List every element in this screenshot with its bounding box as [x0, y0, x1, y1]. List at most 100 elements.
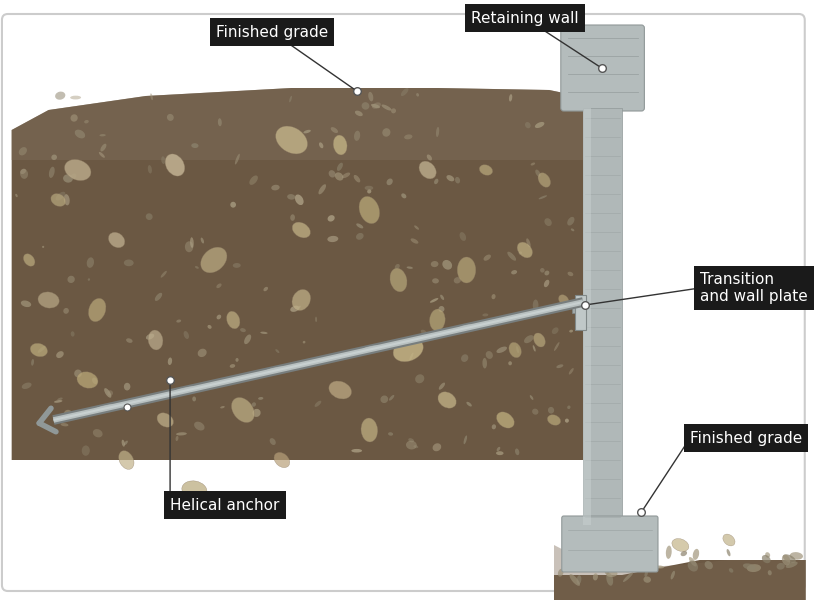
Ellipse shape	[566, 217, 574, 226]
Ellipse shape	[233, 263, 240, 268]
Ellipse shape	[491, 424, 495, 430]
Ellipse shape	[192, 397, 195, 401]
Ellipse shape	[507, 251, 516, 261]
Ellipse shape	[434, 179, 438, 184]
Ellipse shape	[176, 436, 178, 441]
Ellipse shape	[742, 563, 755, 570]
Ellipse shape	[569, 330, 572, 332]
Ellipse shape	[407, 438, 413, 442]
Ellipse shape	[303, 130, 310, 133]
Ellipse shape	[526, 238, 530, 247]
Ellipse shape	[354, 131, 359, 141]
Ellipse shape	[532, 299, 538, 311]
Ellipse shape	[404, 134, 412, 139]
Ellipse shape	[21, 301, 31, 307]
Ellipse shape	[231, 397, 254, 422]
Ellipse shape	[516, 346, 518, 353]
Ellipse shape	[767, 570, 771, 575]
Text: Retaining wall: Retaining wall	[470, 10, 578, 25]
Ellipse shape	[31, 359, 34, 365]
Polygon shape	[582, 108, 621, 525]
Ellipse shape	[234, 154, 239, 164]
Ellipse shape	[75, 370, 82, 377]
Ellipse shape	[670, 571, 674, 580]
Ellipse shape	[82, 445, 89, 456]
Ellipse shape	[342, 173, 349, 178]
Ellipse shape	[508, 361, 512, 365]
Ellipse shape	[380, 395, 388, 403]
Ellipse shape	[539, 268, 544, 272]
Ellipse shape	[60, 423, 69, 427]
Ellipse shape	[51, 155, 57, 160]
Ellipse shape	[235, 358, 238, 362]
Ellipse shape	[728, 568, 733, 572]
Ellipse shape	[271, 185, 279, 190]
Ellipse shape	[329, 381, 351, 399]
Ellipse shape	[671, 539, 688, 551]
Ellipse shape	[416, 93, 418, 97]
Ellipse shape	[553, 342, 559, 351]
Ellipse shape	[570, 229, 574, 231]
Ellipse shape	[371, 104, 379, 108]
Ellipse shape	[583, 561, 587, 566]
FancyBboxPatch shape	[561, 516, 657, 572]
Ellipse shape	[440, 295, 444, 300]
Ellipse shape	[49, 167, 55, 178]
Ellipse shape	[63, 308, 69, 314]
Ellipse shape	[123, 383, 130, 391]
Ellipse shape	[42, 246, 44, 248]
Ellipse shape	[556, 364, 563, 368]
Ellipse shape	[466, 402, 471, 407]
Ellipse shape	[150, 94, 152, 100]
Ellipse shape	[622, 561, 628, 569]
Ellipse shape	[491, 294, 495, 299]
Ellipse shape	[150, 394, 154, 403]
Ellipse shape	[530, 163, 534, 166]
Ellipse shape	[290, 214, 295, 221]
Ellipse shape	[290, 305, 299, 312]
Ellipse shape	[55, 92, 65, 100]
FancyBboxPatch shape	[560, 25, 643, 111]
Ellipse shape	[514, 448, 518, 455]
Ellipse shape	[646, 553, 654, 559]
Ellipse shape	[126, 338, 132, 343]
Ellipse shape	[359, 196, 379, 224]
Ellipse shape	[764, 552, 769, 558]
Ellipse shape	[508, 343, 521, 358]
Text: Helical anchor: Helical anchor	[170, 497, 279, 512]
Ellipse shape	[253, 409, 260, 417]
Ellipse shape	[70, 331, 75, 337]
Ellipse shape	[388, 395, 394, 401]
Ellipse shape	[431, 261, 438, 267]
Ellipse shape	[511, 270, 517, 274]
Ellipse shape	[207, 325, 211, 329]
Ellipse shape	[595, 560, 604, 569]
Ellipse shape	[621, 552, 628, 560]
Ellipse shape	[781, 554, 789, 565]
Ellipse shape	[258, 365, 292, 376]
Ellipse shape	[537, 173, 550, 187]
Ellipse shape	[295, 194, 303, 205]
Ellipse shape	[364, 186, 373, 190]
Ellipse shape	[104, 388, 111, 398]
Ellipse shape	[442, 260, 451, 269]
Ellipse shape	[455, 177, 460, 184]
Ellipse shape	[356, 344, 386, 354]
Ellipse shape	[330, 127, 338, 133]
Ellipse shape	[625, 523, 638, 537]
Ellipse shape	[547, 407, 553, 413]
Ellipse shape	[410, 238, 418, 244]
Ellipse shape	[532, 409, 537, 415]
Ellipse shape	[388, 432, 392, 436]
Ellipse shape	[155, 293, 162, 301]
Ellipse shape	[533, 333, 545, 347]
Ellipse shape	[258, 397, 263, 400]
Ellipse shape	[252, 403, 256, 407]
Ellipse shape	[84, 120, 89, 124]
Ellipse shape	[335, 172, 343, 181]
Ellipse shape	[544, 271, 549, 275]
Ellipse shape	[361, 346, 379, 351]
Ellipse shape	[785, 562, 797, 568]
Ellipse shape	[55, 192, 65, 200]
Ellipse shape	[558, 295, 568, 305]
